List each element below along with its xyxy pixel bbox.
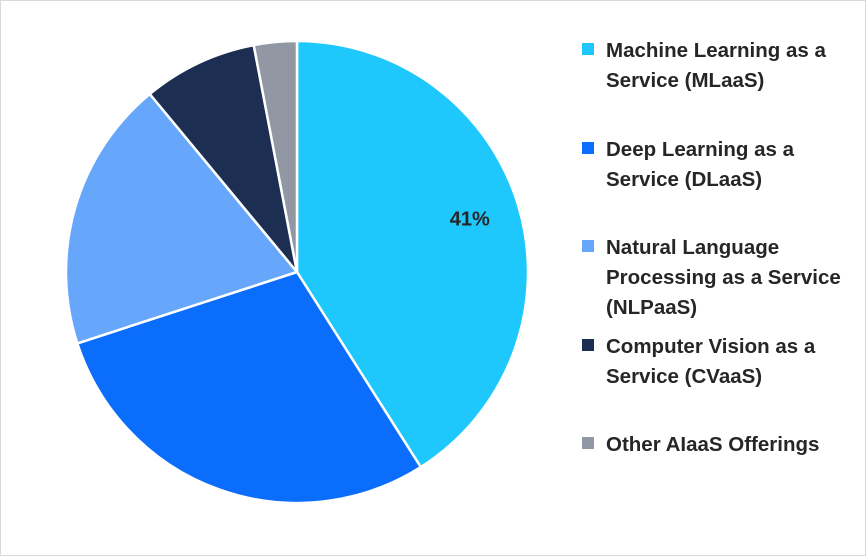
legend-item-cvaas: Computer Vision as a Service (CVaaS) [582, 332, 856, 392]
data-label-mlaas: 41% [450, 209, 490, 231]
legend-label-dlaas: Deep Learning as a Service (DLaaS) [606, 138, 794, 191]
legend-swatch-cvaas [582, 339, 594, 351]
legend-item-nlpaas: Natural Language Processing as a Service… [582, 233, 856, 323]
legend-swatch-other [582, 437, 594, 449]
legend-label-nlpaas: Natural Language Processing as a Service… [606, 236, 841, 319]
legend-label-mlaas: Machine Learning as a Service (MLaaS) [606, 39, 826, 92]
pie-slice-mlaas [295, 39, 530, 469]
legend-label-other: Other AIaaS Offerings [606, 433, 820, 456]
legend-item-other: Other AIaaS Offerings [582, 430, 856, 460]
legend-swatch-mlaas [582, 43, 594, 55]
pie-slice-dlaas [76, 270, 423, 505]
pie-slice-cvaas [148, 43, 299, 274]
pie-slice-other [252, 39, 299, 274]
legend-swatch-nlpaas [582, 240, 594, 252]
legend-item-mlaas: Machine Learning as a Service (MLaaS) [582, 36, 856, 96]
legend-swatch-dlaas [582, 142, 594, 154]
legend-item-dlaas: Deep Learning as a Service (DLaaS) [582, 135, 856, 195]
legend-label-cvaas: Computer Vision as a Service (CVaaS) [606, 335, 816, 388]
pie-slice-nlpaas [64, 92, 299, 345]
